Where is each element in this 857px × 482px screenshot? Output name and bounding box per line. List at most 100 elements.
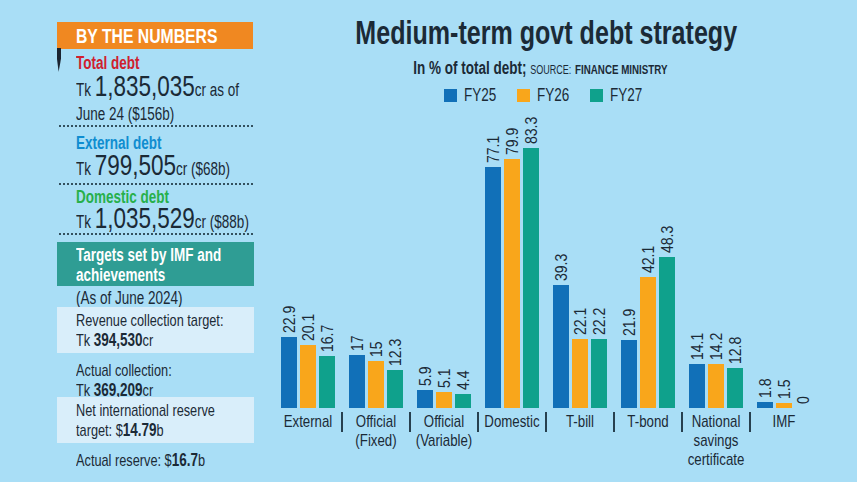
actual-reserve-row: Actual reserve: $16.7b <box>57 446 254 471</box>
bar-value-label: 14.2 <box>708 333 724 360</box>
bar-fy25 <box>621 340 637 408</box>
dotted-divider <box>59 125 253 127</box>
bar-slot: 77.1 <box>485 100 501 408</box>
bar-value-label: 17 <box>349 335 365 351</box>
bar-fy25 <box>757 402 773 408</box>
bar-slot: 39.3 <box>553 100 569 408</box>
bar-slot: 22.2 <box>591 100 607 408</box>
ribbon-fold <box>57 48 61 72</box>
bar-fy27 <box>319 356 335 408</box>
bar-group: 14.114.212.8National savings certificate <box>689 100 743 408</box>
bar-slot: 5.9 <box>417 100 433 408</box>
bar-slot: 1.5 <box>776 100 792 408</box>
chart-subtitle: In % of total debt; SOURCE: FINANCE MINI… <box>274 58 806 79</box>
bar-slot: 21.9 <box>621 100 637 408</box>
bar-group: 77.179.983.3Domestic <box>485 100 539 408</box>
category-label: IMF <box>741 412 827 431</box>
bar-value-label: 14.1 <box>689 333 705 360</box>
bar-value-label: 16.7 <box>319 325 335 352</box>
bar-value-label: 48.3 <box>659 226 675 253</box>
dotted-divider <box>59 183 253 185</box>
chart-source-label: SOURCE: <box>530 63 571 77</box>
bar-fy27 <box>455 394 471 408</box>
imf-targets-header: Targets set by IMF and achievements <box>57 242 254 286</box>
by-the-numbers-header: BY THE NUMBERS <box>57 22 253 49</box>
bar-slot: 22.9 <box>281 100 297 408</box>
bar-group: 5.95.14.4Official (Variable) <box>417 100 471 408</box>
bar-slot: 16.7 <box>319 100 335 408</box>
bar-fy27 <box>659 257 675 408</box>
actual-collection-row: Actual collection: Tk 369,209cr <box>57 357 254 400</box>
external-debt-value: Tk 799,505cr ($68b) <box>76 150 281 184</box>
chart-title: Medium-term govt debt strategy <box>280 14 812 52</box>
bar-value-label: 21.9 <box>621 309 637 336</box>
total-debt-date: June 24 ($156b) <box>76 104 207 125</box>
bar-fy25 <box>281 337 297 408</box>
bar-value-label: 12.8 <box>727 337 743 364</box>
bar-fy26 <box>640 277 656 408</box>
reserve-target-row: Net international reserve target: $14.79… <box>57 397 254 443</box>
bar-value-label: 4.4 <box>455 371 471 390</box>
bar-slot: 83.3 <box>523 100 539 408</box>
bar-fy27 <box>591 339 607 408</box>
bar-fy25 <box>349 355 365 408</box>
imf-asof: (As of June 2024) <box>76 288 218 309</box>
bar-slot: 4.4 <box>455 100 471 408</box>
bar-slot: 0 <box>795 100 811 408</box>
bar-slot: 14.2 <box>708 100 724 408</box>
bar-fy26 <box>504 159 520 408</box>
bar-value-label: 5.1 <box>436 369 452 388</box>
bar-slot: 1.8 <box>757 100 773 408</box>
bar-fy26 <box>368 361 384 408</box>
bar-slot: 5.1 <box>436 100 452 408</box>
bar-value-label: 22.9 <box>281 306 297 333</box>
bar-fy27 <box>523 148 539 408</box>
bar-slot: 15 <box>368 100 384 408</box>
bar-slot: 48.3 <box>659 100 675 408</box>
bar-value-label: 83.3 <box>523 117 539 144</box>
bar-fy26 <box>708 364 724 408</box>
bar-value-label: 5.9 <box>417 367 433 386</box>
bar-slot: 12.8 <box>727 100 743 408</box>
bar-fy25 <box>417 390 433 408</box>
bar-fy25 <box>689 364 705 408</box>
bar-value-label: 15 <box>368 341 384 357</box>
bar-group: 22.920.116.7External <box>281 100 335 408</box>
bar-fy26 <box>436 392 452 408</box>
bar-fy27 <box>727 368 743 408</box>
bar-fy25 <box>485 167 501 408</box>
bar-slot: 14.1 <box>689 100 705 408</box>
bar-fy26 <box>776 403 792 408</box>
bar-value-label: 1.5 <box>776 380 792 399</box>
bar-value-label: 42.1 <box>640 246 656 273</box>
bar-value-label: 20.1 <box>300 314 316 341</box>
bar-fy25 <box>553 285 569 408</box>
bar-slot: 17 <box>349 100 365 408</box>
bar-value-label: 77.1 <box>485 136 501 163</box>
bar-value-label: 79.9 <box>504 128 520 155</box>
total-debt-value: Tk 1,835,035cr as of <box>76 71 294 105</box>
bar-group: 171512.3Official (Fixed) <box>349 100 403 408</box>
bar-slot: 22.1 <box>572 100 588 408</box>
revenue-target-row: Revenue collection target: Tk 394,530cr <box>57 307 254 353</box>
domestic-debt-value: Tk 1,035,529cr ($88b) <box>76 203 307 237</box>
bar-value-label: 22.2 <box>591 308 607 335</box>
dotted-divider <box>59 233 253 235</box>
bar-fy26 <box>572 339 588 408</box>
bar-slot: 42.1 <box>640 100 656 408</box>
bar-slot: 79.9 <box>504 100 520 408</box>
bar-group: 1.81.50IMF <box>757 100 811 408</box>
bar-value-label: 0 <box>795 396 811 404</box>
bar-value-label: 12.3 <box>387 339 403 366</box>
bar-group: 21.942.148.3T-bond <box>621 100 675 408</box>
bar-group: 39.322.122.2T-bill <box>553 100 607 408</box>
bar-value-label: 1.8 <box>757 379 773 398</box>
bar-fy26 <box>300 345 316 408</box>
chart-source: FINANCE MINISTRY <box>575 62 667 77</box>
bar-slot: 20.1 <box>300 100 316 408</box>
bar-slot: 12.3 <box>387 100 403 408</box>
bar-fy27 <box>387 370 403 408</box>
bar-chart: 22.920.116.7External 171512.3Official (Fi… <box>281 100 841 408</box>
bar-value-label: 39.3 <box>553 254 569 281</box>
bar-value-label: 22.1 <box>572 308 588 335</box>
